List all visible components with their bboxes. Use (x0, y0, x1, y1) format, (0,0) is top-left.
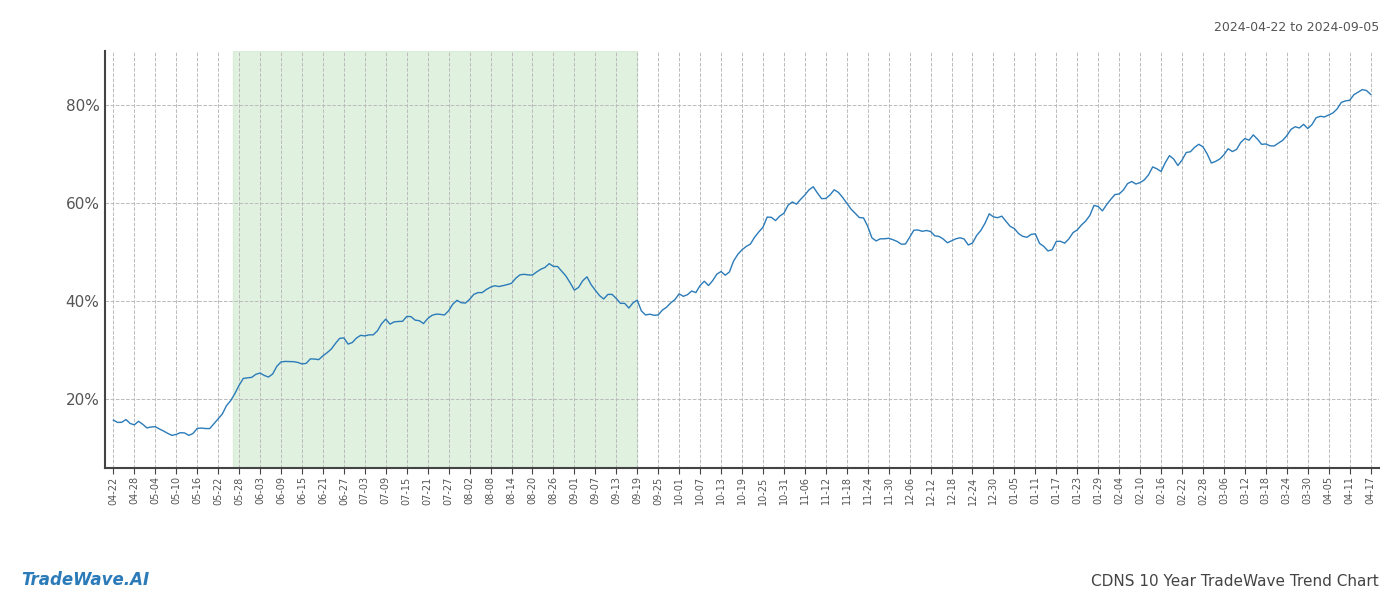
Text: TradeWave.AI: TradeWave.AI (21, 571, 150, 589)
Bar (234, 51, 637, 468)
Text: 2024-04-22 to 2024-09-05: 2024-04-22 to 2024-09-05 (1214, 21, 1379, 34)
Text: CDNS 10 Year TradeWave Trend Chart: CDNS 10 Year TradeWave Trend Chart (1091, 574, 1379, 589)
